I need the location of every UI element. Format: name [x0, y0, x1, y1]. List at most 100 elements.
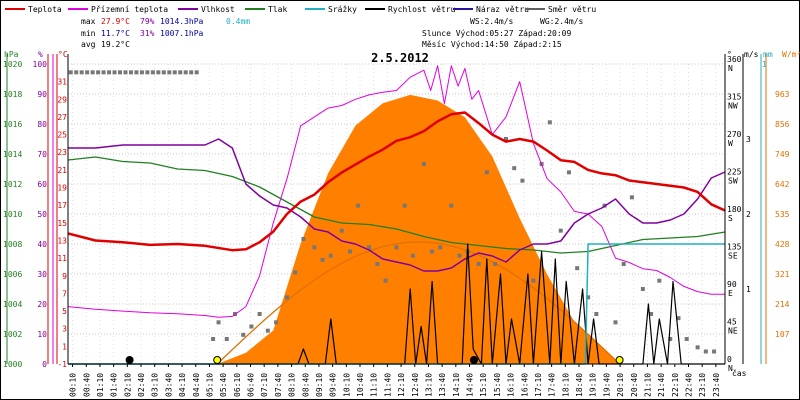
legend-label: Tlak [268, 5, 287, 14]
wind-direction-point [112, 70, 117, 75]
axis-pct-tick: 70 [37, 150, 47, 159]
wind-direction-point [695, 345, 700, 350]
axis-hpa-tick: 1018 [3, 90, 22, 99]
axis-deg-tick: 225 [727, 168, 742, 177]
wind-direction-point [90, 70, 95, 75]
x-tick-label: 13:10 [424, 373, 433, 397]
x-axis-label: čas [732, 368, 747, 378]
wind-direction-point [410, 253, 415, 258]
wind-direction-point [312, 245, 317, 250]
wind-direction-point [123, 70, 128, 75]
wind-direction-point [224, 337, 229, 341]
axis-deg-dir: NE [728, 327, 738, 336]
plot-area [67, 63, 726, 365]
wind-direction-point [547, 120, 552, 125]
axis-wm-tick: 749 [775, 150, 790, 159]
wind-direction-point [96, 70, 101, 75]
stats-moon: Měsíc Východ:14:50 Západ:2:15 [422, 40, 562, 49]
x-tick-label: 10:40 [356, 373, 365, 397]
axis-deg-dir: NW [728, 102, 738, 111]
stats-precip: 0.4mm [226, 17, 250, 26]
wind-direction-point [167, 70, 172, 75]
x-tick-label: 12:10 [397, 373, 406, 397]
axis-pct-tick: 100 [33, 60, 48, 69]
x-tick-label: 00:10 [69, 373, 78, 397]
axis-pct-tick: 90 [37, 90, 47, 99]
wind-direction-point [178, 70, 183, 75]
wind-direction-point [156, 70, 161, 75]
axis-hpa-tick: 1012 [3, 180, 22, 189]
axis-c-tick: 9 [62, 272, 67, 281]
axis-hpa-unit: hPa [4, 50, 19, 59]
sunrise-marker [213, 356, 222, 364]
wind-direction-point [249, 324, 254, 329]
axis-hpa-tick: 1000 [3, 360, 22, 369]
axis-deg-dir: N [728, 64, 733, 73]
wind-direction-point [128, 70, 133, 75]
x-tick-label: 21:40 [657, 373, 666, 397]
wind-direction-point [613, 320, 618, 325]
axis-wm-tick: 428 [775, 240, 790, 249]
wind-direction-point [586, 295, 591, 300]
series-temperature [67, 111, 726, 252]
axis-pct-tick: 0 [42, 360, 47, 369]
axis-mm-unit: mm [763, 50, 773, 59]
axis-deg-tick: 135 [727, 243, 742, 252]
x-tick-label: 23:10 [698, 373, 707, 397]
axis-c-tick: 11 [57, 254, 67, 263]
wind-direction-point [118, 70, 123, 75]
x-tick-label: 20:10 [616, 373, 625, 397]
legend-item: Přízemní teplota [68, 5, 168, 14]
axis-hpa-tick: 1004 [3, 300, 22, 309]
axis-c-tick: 3 [62, 325, 67, 334]
x-tick-label: 01:40 [110, 373, 119, 397]
axis-wm-tick: 642 [775, 180, 790, 189]
wind-direction-point [150, 70, 155, 75]
axis-c-tick: 13 [57, 236, 67, 245]
axis-ms-tick: 2 [746, 210, 751, 219]
stats-max-press: 1014.3hPa [160, 17, 204, 26]
wind-direction-point [438, 245, 443, 250]
axis-c-tick: 27 [57, 113, 67, 122]
wind-direction-point [375, 262, 380, 266]
wind-direction-point [649, 312, 654, 316]
x-tick-label: 16:10 [507, 373, 516, 397]
legend-item: Náraz větru [453, 5, 529, 14]
wind-direction-point [189, 70, 194, 75]
wind-direction-point [657, 278, 662, 283]
wind-direction-point [640, 287, 645, 291]
x-tick-label: 21:10 [643, 373, 652, 397]
axis-pct-tick: 50 [37, 210, 47, 219]
axis-c-tick: -1 [57, 360, 67, 369]
legend-label: Rychlost větru [388, 5, 456, 14]
axis-c-unit: °C [58, 50, 68, 59]
axis-pct-unit: % [38, 50, 43, 59]
axis-pct-tick: 30 [37, 270, 47, 279]
x-tick-label: 16:40 [520, 373, 529, 397]
wind-direction-point [394, 245, 399, 250]
wind-direction-point [257, 312, 262, 316]
axis-wm-tick: 107 [775, 330, 790, 339]
stats-min-label: min [81, 29, 96, 38]
x-tick-label: 04:40 [192, 373, 201, 397]
axis-deg-dir: SW [728, 177, 738, 186]
x-tick-label: 09:40 [329, 373, 338, 397]
x-tick-label: 12:40 [411, 373, 420, 397]
stats-min-hum: 31% [140, 29, 155, 38]
axis-wm-unit: W/m² [782, 50, 800, 59]
x-tick-label: 06:10 [233, 373, 242, 397]
wind-direction-point [241, 332, 246, 337]
wind-direction-point [504, 137, 508, 141]
legend-item: Směr větru [525, 5, 596, 14]
x-tick-label: 11:10 [370, 373, 379, 397]
wind-direction-point [107, 70, 112, 75]
x-tick-label: 14:10 [452, 373, 461, 397]
wind-direction-point [328, 253, 333, 258]
wind-direction-point [339, 228, 344, 233]
stats-ws: WS:2.4m/s [470, 17, 514, 26]
wind-direction-point [594, 312, 599, 316]
axis-deg-dir: SE [728, 252, 738, 261]
wind-direction-point [79, 70, 84, 75]
axis-deg-tick: 270 [727, 130, 742, 139]
